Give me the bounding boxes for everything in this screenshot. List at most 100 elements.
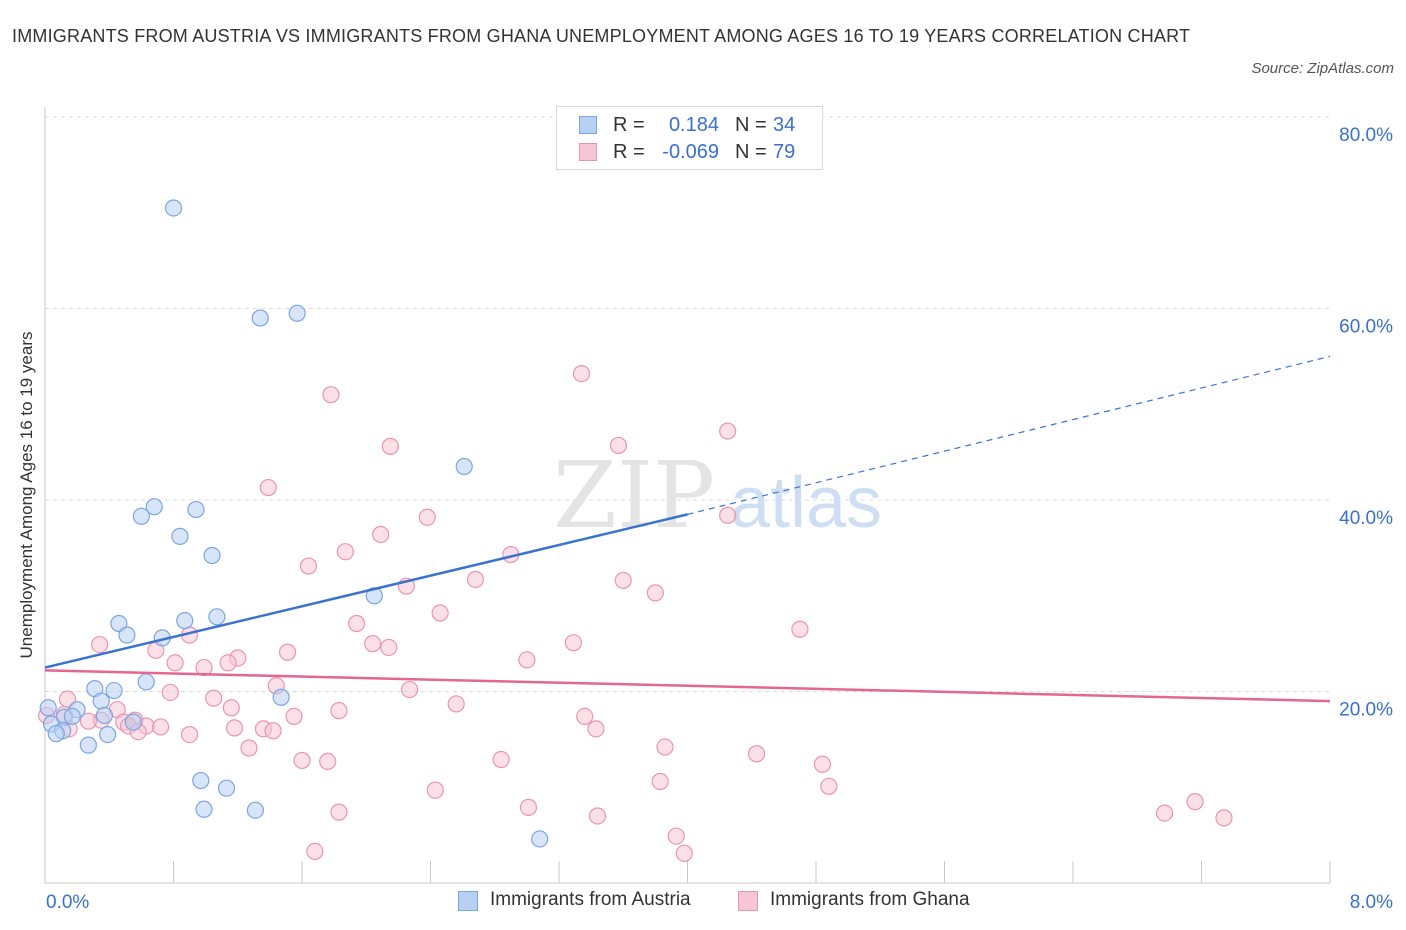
austria-point — [79, 736, 97, 754]
ghana-swatch — [738, 891, 758, 911]
ghana-point — [285, 707, 303, 725]
ghana-point — [380, 638, 398, 657]
ghana-point — [614, 571, 632, 590]
ghana-point — [791, 620, 809, 638]
austria-point — [176, 612, 194, 630]
ghana-point — [278, 643, 297, 661]
ghana-point — [719, 506, 737, 524]
ghana-point — [646, 584, 664, 602]
y-tick-label: 80.0% — [1339, 125, 1393, 146]
austria-point — [208, 608, 226, 626]
austria-point — [455, 457, 473, 476]
ghana-point — [372, 525, 390, 544]
x-tick-label: 0.0% — [46, 892, 89, 913]
ghana-point — [426, 781, 444, 799]
ghana-point — [219, 654, 237, 672]
austria-swatch — [579, 116, 597, 134]
ghana-point — [306, 842, 324, 861]
ghana-point — [609, 436, 628, 455]
austria-point — [164, 199, 183, 217]
ghana-point — [418, 508, 436, 526]
ghana-point — [588, 807, 607, 825]
austria-point — [92, 692, 110, 710]
austria-point — [531, 830, 549, 848]
austria-point — [99, 725, 117, 744]
austria-point — [95, 706, 114, 725]
ghana-point — [205, 689, 223, 707]
austria-point — [192, 771, 210, 790]
austria-point — [246, 801, 265, 819]
austria-point — [171, 527, 189, 545]
ghana-point — [222, 699, 240, 717]
ghana-point — [225, 719, 244, 737]
ghana-point — [299, 557, 318, 575]
watermark: ZIP atlas — [553, 442, 882, 549]
source-credit: Source: ZipAtlas.com — [1251, 60, 1394, 77]
ghana-point — [330, 702, 348, 720]
austria-point — [105, 681, 123, 700]
ghana-point — [381, 437, 399, 455]
ghana-point — [667, 827, 685, 845]
austria-trend-line — [44, 513, 688, 669]
ghana-point — [719, 422, 737, 440]
ghana-point — [319, 752, 337, 770]
ghana-point — [240, 739, 258, 757]
legend-label-austria: Immigrants from Austria — [490, 889, 691, 910]
ghana-point — [466, 570, 485, 589]
austria-point — [203, 546, 221, 565]
austria-point — [39, 699, 57, 717]
ghana-point — [401, 680, 419, 699]
ghana-point — [322, 386, 340, 404]
r-value: 0.184 — [668, 114, 719, 136]
austria-point — [195, 800, 213, 818]
ghana-point — [330, 803, 348, 821]
ghana-point — [518, 651, 536, 669]
y-tick-label: 60.0% — [1339, 317, 1393, 338]
r-value: -0.069 — [662, 141, 719, 163]
austria-point — [288, 304, 306, 322]
n-value: 34 — [773, 114, 796, 136]
ghana-point — [492, 750, 510, 769]
y-tick-label: 40.0% — [1339, 508, 1393, 529]
ghana-point — [180, 725, 199, 744]
austria-point — [365, 587, 383, 605]
n-label: N = — [735, 114, 767, 136]
ghana-point — [656, 738, 674, 756]
ghana-point — [1186, 793, 1204, 811]
ghana-point — [519, 798, 538, 816]
ghana-point — [264, 722, 282, 740]
ghana-point — [348, 614, 366, 633]
ghana-point — [91, 635, 109, 654]
point-layer — [38, 199, 1233, 862]
austria-swatch — [458, 891, 478, 911]
axis-layer — [44, 107, 1331, 884]
austria-point — [187, 500, 205, 519]
r-label: R = — [613, 114, 645, 136]
x-tick-label: 8.0% — [1350, 892, 1393, 913]
austria-point — [118, 626, 136, 644]
ghana-point — [576, 707, 594, 725]
trend-layer — [44, 355, 1331, 703]
ghana-point — [293, 751, 311, 770]
austria-trend-extension — [687, 355, 1331, 515]
legend-label-ghana: Immigrants from Ghana — [770, 889, 970, 910]
ghana-point — [259, 478, 277, 497]
austria-point — [124, 713, 142, 731]
ghana-point — [564, 634, 583, 652]
ghana-point — [152, 718, 170, 736]
n-value: 79 — [773, 141, 796, 163]
y-axis-label: Unemployment Among Ages 16 to 19 years — [17, 331, 36, 659]
ghana-point — [336, 543, 354, 561]
ghana-point — [813, 755, 832, 773]
ghana-swatch — [579, 143, 597, 161]
austria-point — [63, 707, 81, 725]
ghana-point — [587, 720, 605, 738]
austria-point — [47, 725, 65, 743]
r-label: R = — [613, 141, 645, 163]
austria-point — [137, 673, 155, 691]
ghana-point — [195, 658, 213, 677]
y-tick-label: 20.0% — [1339, 700, 1393, 721]
chart-title: IMMIGRANTS FROM AUSTRIA VS IMMIGRANTS FR… — [12, 26, 1191, 46]
ghana-point — [820, 777, 838, 795]
